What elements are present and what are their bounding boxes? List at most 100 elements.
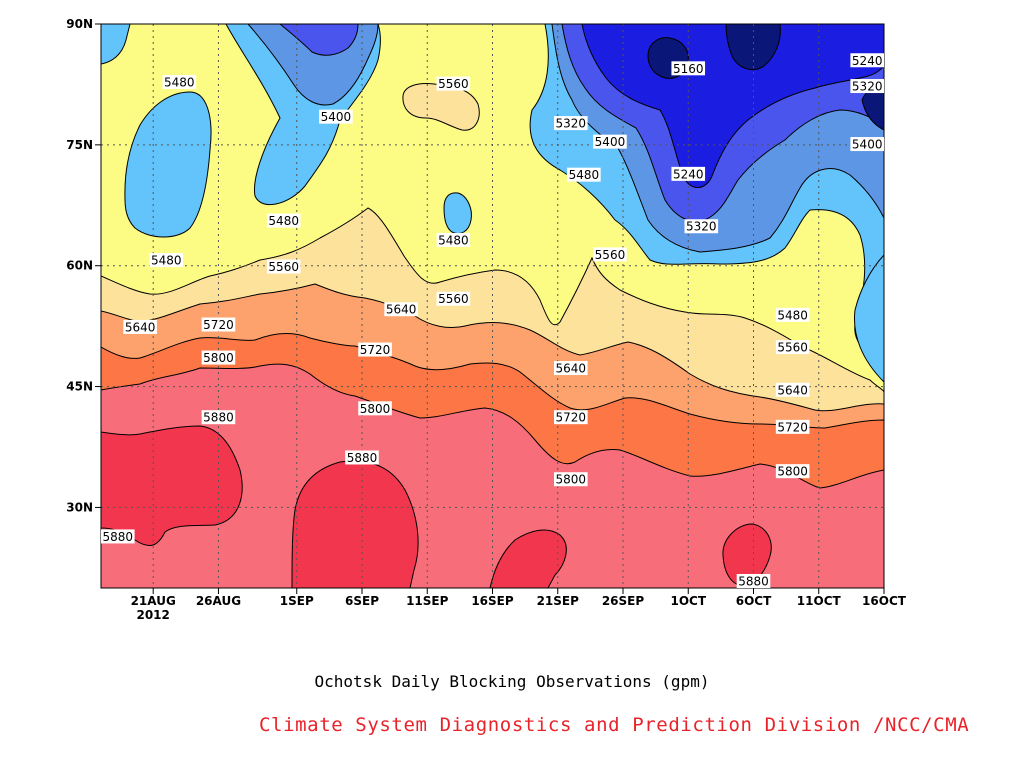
contour-label: 5880: [736, 574, 771, 589]
contour-label-text: 5880: [103, 530, 134, 544]
band-5880-west: [101, 425, 243, 547]
contour-label: 5480: [567, 167, 601, 182]
band-5400-east: [853, 254, 884, 383]
contour-label-text: 5320: [852, 80, 883, 94]
contour-label-bg: [101, 529, 135, 544]
contour-label: 5880: [201, 410, 236, 425]
contour-label: 5720: [775, 419, 810, 434]
x-tick-label: 6OCT: [736, 594, 772, 608]
x-tick-label: 6SEP: [345, 594, 379, 608]
contour-label: 5480: [162, 75, 197, 90]
contour-label-bg: [201, 317, 236, 332]
contour-label-bg: [384, 302, 418, 317]
contour-label-bg: [358, 401, 392, 416]
contour-label: 5560: [436, 76, 471, 91]
contour-label-text: 5560: [777, 341, 808, 355]
contour-label: 5400: [850, 137, 884, 152]
contour-label-bg: [736, 574, 771, 588]
contour-label-text: 5320: [686, 220, 717, 234]
contour-label: 5560: [593, 247, 627, 262]
contour-label: 5400: [319, 109, 353, 124]
contour-label-bg: [554, 410, 588, 425]
contour-label-text: 5320: [556, 117, 587, 131]
contour-label-bg: [149, 253, 184, 268]
contour-label-bg: [775, 340, 810, 355]
contour-label-text: 5640: [777, 383, 808, 397]
band-below5160-b: [725, 24, 781, 71]
contour-label: 5640: [554, 361, 588, 376]
contour-label: 5640: [384, 302, 418, 317]
band-5880-east: [722, 523, 772, 587]
contour-label: 5480: [436, 232, 471, 247]
contour-label-bg: [436, 291, 471, 306]
x-tick-label: 16SEP: [471, 594, 514, 608]
contour-label: 5800: [775, 464, 810, 479]
contour-label: 5400: [593, 134, 627, 149]
y-tick-label: 45N: [66, 380, 93, 394]
contour-label-text: 5480: [268, 214, 299, 228]
contour-label-bg: [850, 137, 884, 152]
contour-label: 5800: [201, 350, 236, 365]
contour-label-text: 5800: [360, 402, 391, 416]
contour-label-text: 5400: [321, 110, 352, 124]
contour-label-text: 5400: [852, 138, 883, 152]
contour-label-bg: [671, 166, 706, 181]
contour-label-bg: [554, 361, 588, 376]
contour-label-text: 5480: [151, 254, 182, 268]
contour-label-bg: [593, 247, 627, 262]
contour-label-bg: [775, 464, 810, 479]
contour-label-text: 5480: [164, 76, 195, 90]
x-tick-label: 21SEP: [537, 594, 580, 608]
contour-label-bg: [775, 382, 810, 397]
contour-label-text: 5480: [438, 233, 469, 247]
y-axis: 30N 45N 60N 75N 90N: [66, 17, 101, 514]
grid: [101, 24, 884, 588]
contour-label: 5480: [775, 307, 810, 322]
contour-label-text: 5560: [438, 292, 469, 306]
contour-label: 5320: [554, 116, 588, 131]
contour-label-bg: [554, 472, 588, 487]
contour-label-text: 5640: [386, 303, 417, 317]
contour-label-bg: [775, 419, 810, 434]
contour-label-text: 5800: [203, 351, 234, 365]
contour-label-text: 5480: [569, 168, 600, 182]
contour-label-bg: [266, 213, 301, 228]
contour-label: 5640: [123, 319, 157, 334]
contour-label: 5560: [436, 291, 471, 306]
band-5880-south: [489, 529, 567, 588]
contour-label-bg: [436, 232, 471, 247]
contour-label-bg: [593, 134, 627, 149]
band-5240-west: [279, 24, 359, 56]
contour-label: 5560: [266, 259, 301, 274]
x-tick-label: 11OCT: [797, 594, 842, 608]
y-tick-label: 60N: [66, 259, 93, 273]
contour-label-bg: [345, 450, 379, 465]
band-5400-island-mid: [443, 192, 472, 234]
contour-label-bg: [201, 410, 236, 425]
contour-label-text: 5560: [268, 260, 299, 274]
x-tick-label: 16OCT: [862, 594, 907, 608]
contour-label-bg: [358, 342, 392, 357]
x-tick-label: 26AUG: [196, 594, 241, 608]
contour-label-bg: [162, 75, 197, 90]
x-tick-label: 26SEP: [602, 594, 645, 608]
band-5560-island: [402, 83, 480, 131]
source-credit: Climate System Diagnostics and Predictio…: [259, 714, 970, 736]
contour-label: 5880: [345, 450, 379, 465]
contour-label-bg: [775, 307, 810, 322]
contour-label-text: 5480: [777, 308, 808, 322]
contour-label-text: 5720: [777, 420, 808, 434]
contour-label: 5320: [684, 219, 719, 234]
band-5400-island-west: [124, 91, 212, 238]
contour-label-bg: [671, 61, 706, 76]
y-tick-label: 30N: [66, 500, 93, 514]
contour-label-text: 5800: [777, 465, 808, 479]
contour-label-text: 5160: [673, 62, 704, 76]
x-year-label: 2012: [136, 608, 169, 622]
contour-label-text: 5400: [595, 135, 626, 149]
y-tick-label: 75N: [66, 138, 93, 152]
contour-label-text: 5240: [852, 54, 883, 68]
contour-label-text: 5640: [125, 320, 156, 334]
contour-label-text: 5560: [438, 77, 469, 91]
